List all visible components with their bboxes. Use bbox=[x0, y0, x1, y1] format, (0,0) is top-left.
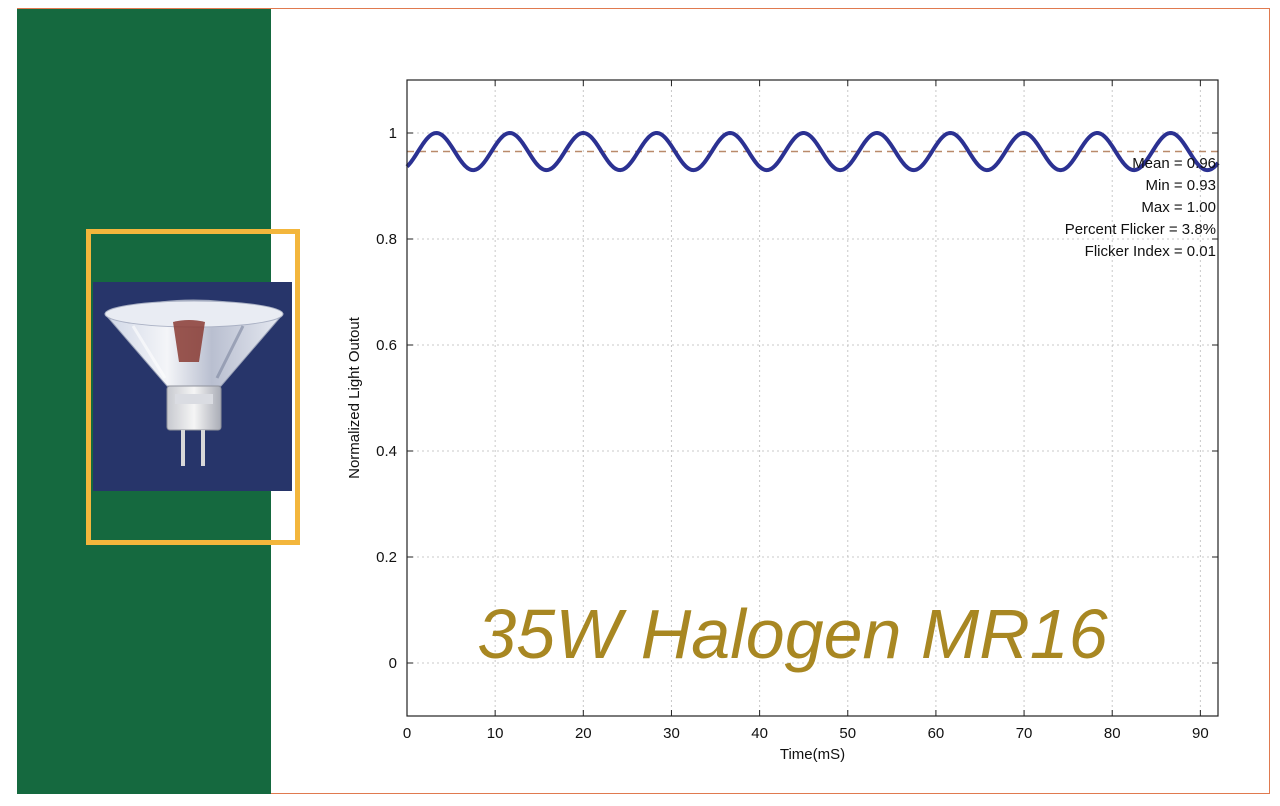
chart-title: 35W Halogen MR16 bbox=[477, 595, 1107, 673]
x-tick-label: 0 bbox=[403, 725, 411, 742]
x-tick-label: 10 bbox=[487, 725, 504, 742]
x-tick-label: 80 bbox=[1104, 725, 1121, 742]
stat-annotation: Percent Flicker = 3.8% bbox=[1065, 221, 1216, 238]
x-axis-label: Time(mS) bbox=[780, 746, 845, 763]
stat-annotation: Max = 1.00 bbox=[1141, 199, 1216, 216]
x-tick-label: 70 bbox=[1016, 725, 1033, 742]
stat-annotation: Mean = 0.96 bbox=[1132, 155, 1216, 172]
y-tick-label: 0.8 bbox=[376, 231, 397, 248]
y-tick-label: 0 bbox=[389, 655, 397, 672]
x-tick-label: 40 bbox=[751, 725, 768, 742]
highlight-frame bbox=[86, 229, 300, 545]
y-tick-label: 0.6 bbox=[376, 337, 397, 354]
x-tick-label: 60 bbox=[928, 725, 945, 742]
stat-annotation: Flicker Index = 0.01 bbox=[1085, 243, 1216, 260]
x-tick-label: 20 bbox=[575, 725, 592, 742]
plot-area bbox=[406, 79, 1219, 717]
y-axis-label: Normalized Light Outout bbox=[346, 316, 363, 479]
x-tick-label: 30 bbox=[663, 725, 680, 742]
halogen-bulb-photo bbox=[93, 282, 292, 491]
y-tick-label: 0.4 bbox=[376, 443, 397, 460]
light-output-series-line bbox=[405, 131, 1220, 173]
x-tick-label: 50 bbox=[839, 725, 856, 742]
x-tick-label: 90 bbox=[1192, 725, 1209, 742]
y-tick-label: 0.2 bbox=[376, 549, 397, 566]
flicker-chart: 0 10 20 30 40 50 60 70 80 90 0 0.2 0.4 0.6 0.8 1 Mean … bbox=[346, 79, 1220, 763]
stat-annotation: Min = 0.93 bbox=[1146, 177, 1216, 194]
y-tick-label: 1 bbox=[389, 125, 397, 142]
